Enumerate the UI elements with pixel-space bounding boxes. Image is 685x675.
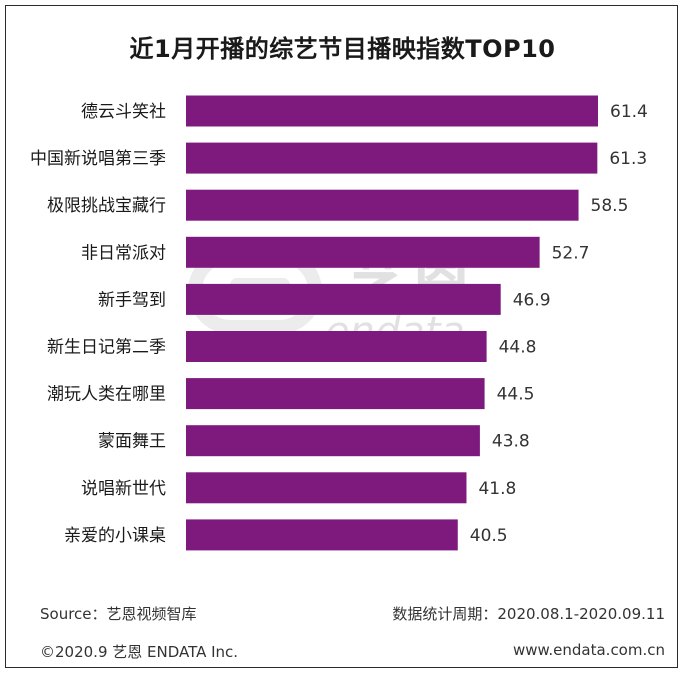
bar-chart: 德云斗笑社 61.4 中国新说唱第三季 61.3 极限挑战宝藏行 58.5 非日常派对 52.… <box>30 95 648 551</box>
bar <box>186 283 501 315</box>
category-label: 说唱新世代 <box>81 479 166 499</box>
category-label: 亲爱的小课桌 <box>64 526 166 546</box>
category-label: 德云斗笑社 <box>81 102 166 122</box>
chart-title: 近1月开播的综艺节目播映指数TOP10 <box>129 35 556 63</box>
bar <box>186 331 487 362</box>
category-label: 新生日记第二季 <box>47 338 166 358</box>
bar <box>186 236 540 268</box>
value-label: 41.8 <box>478 479 516 499</box>
bar <box>186 189 579 221</box>
category-label: 中国新说唱第三季 <box>30 149 166 169</box>
website-note: www.endata.com.cn <box>512 641 665 659</box>
bar <box>186 472 467 504</box>
value-label: 52.7 <box>552 243 590 263</box>
bar <box>186 519 458 551</box>
category-label: 潮玩人类在哪里 <box>47 385 166 405</box>
source-note: Source：艺恩视频智库 <box>40 605 197 623</box>
value-label: 43.8 <box>492 432 530 452</box>
category-label: 非日常派对 <box>81 243 166 263</box>
bar <box>186 378 485 410</box>
value-label: 44.8 <box>499 338 537 358</box>
value-label: 61.4 <box>610 102 648 122</box>
bar <box>186 95 598 127</box>
bar <box>186 142 598 174</box>
value-label: 46.9 <box>513 290 551 310</box>
value-label: 61.3 <box>609 149 647 169</box>
category-label: 极限挑战宝藏行 <box>47 196 166 216</box>
category-label: 新手驾到 <box>98 290 166 310</box>
value-label: 40.5 <box>470 526 508 546</box>
value-label: 58.5 <box>591 196 629 216</box>
category-label: 蒙面舞王 <box>98 432 166 452</box>
chart-frame <box>5 5 678 668</box>
period-note: 数据统计周期：2020.08.1-2020.09.11 <box>392 605 665 623</box>
copyright-note: ©2020.9 艺恩 ENDATA Inc. <box>40 643 239 661</box>
value-label: 44.5 <box>497 385 535 405</box>
bar <box>186 425 480 457</box>
